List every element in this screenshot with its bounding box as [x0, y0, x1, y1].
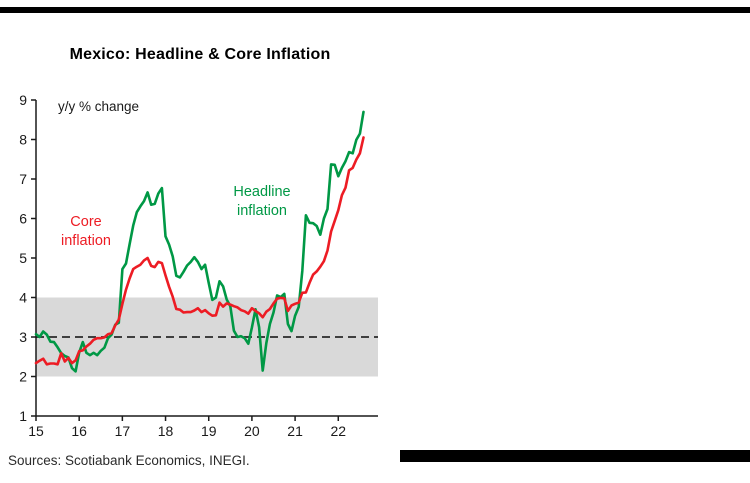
x-tick-label: 15: [28, 423, 44, 439]
headline-series-label-line1: Headline: [233, 184, 290, 200]
y-tick-label: 6: [19, 211, 27, 227]
x-tick-label: 17: [115, 423, 131, 439]
y-tick-label: 3: [19, 329, 27, 345]
x-tick-label: 19: [201, 423, 217, 439]
yoy-annotation: y/y % change: [58, 99, 139, 114]
y-tick-label: 7: [19, 171, 27, 187]
headline-series-label-line2: inflation: [237, 203, 287, 219]
x-tick-label: 22: [330, 423, 346, 439]
sources-note: Sources: Scotiabank Economics, INEGI.: [8, 453, 250, 468]
y-tick-label: 2: [19, 369, 27, 385]
top-border-rule: [0, 7, 750, 13]
y-tick-label: 4: [19, 290, 27, 306]
y-tick-label: 9: [19, 92, 27, 108]
x-tick-label: 18: [158, 423, 174, 439]
core-series-label-line2: inflation: [61, 233, 111, 249]
y-tick-label: 5: [19, 250, 27, 266]
core-series-label-line1: Core: [70, 214, 101, 230]
bottom-border-bar: [400, 450, 750, 462]
x-tick-label: 21: [287, 423, 303, 439]
y-tick-label: 1: [19, 408, 27, 424]
headline-inflation-line: [34, 110, 365, 373]
y-tick-label: 8: [19, 132, 27, 148]
x-tick-label: 16: [71, 423, 87, 439]
chart-title: Mexico: Headline & Core Inflation: [69, 46, 331, 63]
inflation-line-chart: 1 2 3 4 5 6 7 8 9 15 16 17 18 19 20 21 22 y/y % change H…: [19, 92, 378, 439]
x-tick-label: 20: [244, 423, 260, 439]
core-inflation-line: [34, 136, 365, 366]
plot-layer: 1 2 3 4 5 6 7 8 9 15 16 17 18 19 20 21 22: [19, 92, 378, 439]
